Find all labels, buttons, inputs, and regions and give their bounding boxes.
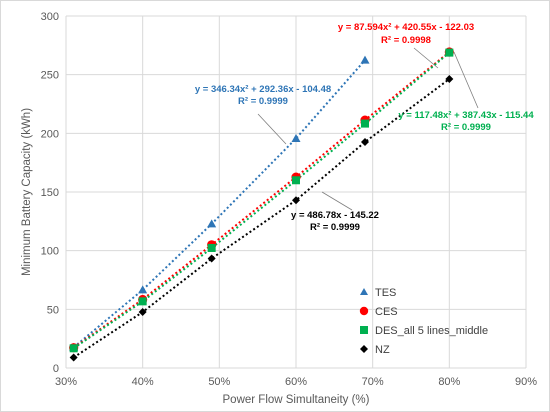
leader-tes [257,113,287,145]
trend-line-ces [73,51,450,349]
leader-des [453,51,479,109]
data-point-des [138,297,147,306]
y-tick-label: 250 [41,70,59,82]
r2-des: R² = 0.9999 [441,122,491,133]
legend-label-tes: TES [375,287,396,299]
data-point-tes [360,55,370,64]
trend-line-nz [73,78,450,359]
data-point-des [69,344,78,353]
x-tick-label: 30% [55,376,77,388]
legend-marker-ces [359,306,369,316]
data-point-tes [138,285,148,294]
x-axis-title: Power Flow Simultaneity (%) [223,394,370,406]
x-tick-label: 50% [208,376,230,388]
x-axis-ticks: 30% 40% 50% 60% 70% 80% 90% [55,376,537,388]
data-point-nz [69,353,78,362]
y-axis-title: Minimum Battery Capacity (kWh) [21,108,33,276]
data-point-des [445,48,454,57]
y-tick-label: 300 [41,11,59,23]
data-point-nz [138,308,147,317]
data-point-des [361,119,369,128]
data-point-nz [207,254,216,263]
data-point-tes [291,133,301,142]
gridlines [65,15,527,369]
x-tick-label: 40% [132,376,154,388]
r2-tes: R² = 0.9999 [238,96,288,107]
legend-item-ces: CES [359,306,398,318]
data-markers [69,47,454,362]
y-tick-label: 200 [41,128,59,140]
leader-nz [321,191,353,211]
y-axis-ticks: 0 50 100 150 200 250 300 [41,11,59,375]
legend-marker-tes [360,288,368,295]
y-tick-label: 150 [41,187,59,199]
legend: TES CES DES_all 5 lines_middle NZ [359,287,488,356]
data-point-des [292,176,300,185]
legend-marker-nz [360,345,368,353]
legend-label-des: DES_all 5 lines_middle [375,325,488,337]
legend-item-des: DES_all 5 lines_middle [360,325,488,337]
data-point-nz [292,196,300,205]
equation-des: y = 117.48x² + 387.43x - 115.44 [398,110,534,121]
annotation-leaders [257,47,479,211]
x-tick-label: 80% [438,376,460,388]
y-tick-label: 0 [53,363,59,375]
y-tick-label: 100 [41,246,59,258]
data-point-nz [445,75,454,84]
data-point-nz [361,138,369,147]
equation-tes: y = 346.34x² + 292.36x - 104.48 [195,84,331,95]
legend-item-tes: TES [360,287,396,299]
legend-marker-des [360,326,368,334]
leader-ces [413,47,439,69]
x-tick-label: 70% [362,376,384,388]
y-tick-label: 50 [47,304,59,316]
r2-nz: R² = 0.9999 [310,222,360,233]
equation-nz: y = 486.78x - 145.22 [291,210,379,221]
data-point-tes [207,219,217,228]
legend-item-nz: NZ [360,344,390,356]
r2-ces: R² = 0.9998 [381,35,431,46]
equation-ces: y = 87.594x² + 420.55x - 122.03 [338,22,474,33]
x-tick-label: 90% [515,376,537,388]
x-tick-label: 60% [285,376,307,388]
legend-label-nz: NZ [375,344,390,356]
legend-label-ces: CES [375,306,398,318]
data-point-des [207,243,216,252]
